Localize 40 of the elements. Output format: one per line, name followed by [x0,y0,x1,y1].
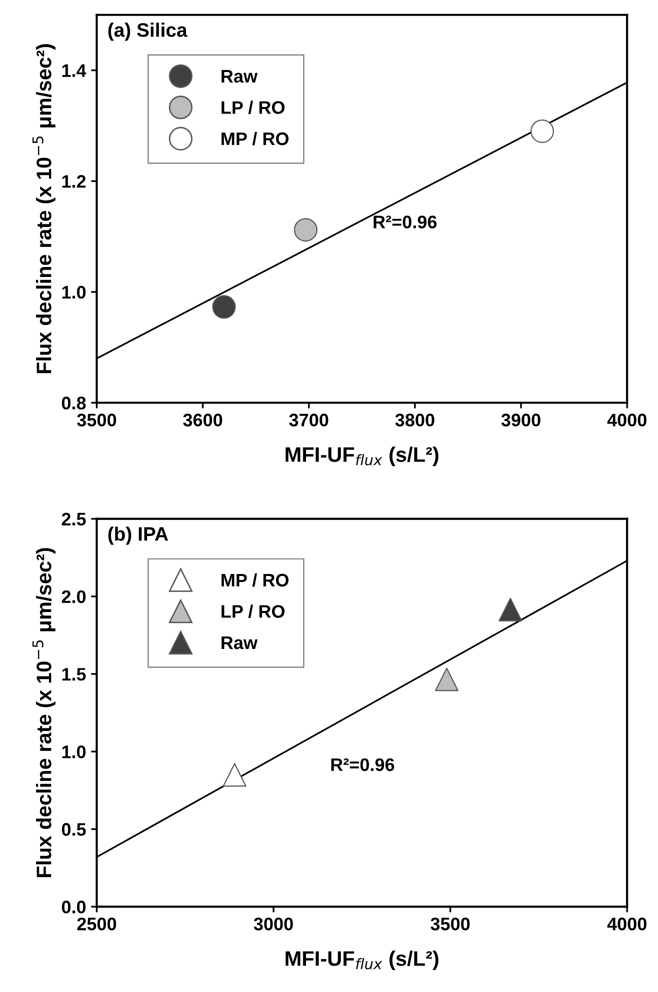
x-tick-label: 3000 [254,918,293,930]
legend-label: Raw [222,70,258,83]
x-tick-label: 4000 [607,918,646,930]
legend-label: MP / RO [222,573,289,587]
y-axis-title: Flux decline rate (x 10$^{−5}$ μm/sec²) [32,44,56,374]
annotation: R²=0.96 [374,216,437,228]
y-tick-label: 1.4 [62,64,86,77]
point [294,218,318,242]
x-tick-label: 4000 [607,414,646,426]
x-axis-title: MFI-UF$_{flux}$ (s/L²) [286,950,438,970]
y-tick-label: 0.8 [62,396,86,410]
x-tick-label: 3500 [430,918,470,930]
y-tick-label: 0.0 [62,900,86,914]
y-tick-label: 1.0 [62,286,86,299]
x-tick-label: 3600 [183,414,222,426]
chart-title: (a) Silica [108,22,188,41]
point [435,668,459,692]
legend-label: MP / RO [222,132,289,146]
x-tick-label: 3500 [77,414,116,426]
y-tick-label: 2.0 [62,590,86,604]
legend-label: LP / RO [222,604,285,618]
y-axis-title: Flux decline rate (x 10$^{−5}$ μm/sec²) [32,548,56,878]
x-tick-label: 3900 [501,414,540,426]
point [530,119,554,143]
y-tick-label: 1.2 [62,175,86,188]
point [222,763,246,787]
annotation: R²=0.96 [331,758,394,772]
y-tick-label: 1.0 [62,745,86,758]
chart-title: (b) IPA [108,526,168,545]
y-tick-label: 0.5 [62,823,86,836]
y-tick-label: 2.5 [62,512,86,526]
x-tick-label: 3700 [289,414,328,426]
x-axis-title: MFI-UF$_{flux}$ (s/L²) [286,446,438,466]
point [498,598,522,622]
point [212,295,236,319]
x-tick-label: 2500 [77,918,116,930]
y-tick-label: 1.5 [62,668,86,681]
legend-label: LP / RO [222,100,285,114]
x-tick-label: 3800 [395,414,434,426]
legend-label: Raw [222,636,258,650]
